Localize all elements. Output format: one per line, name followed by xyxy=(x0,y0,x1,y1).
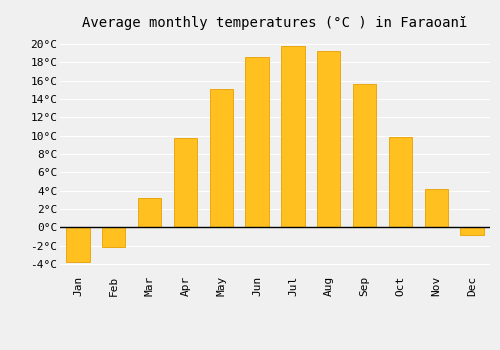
Bar xyxy=(424,189,448,227)
Bar xyxy=(317,50,340,227)
Title: Average monthly temperatures (°C ) in Faraoanĭ: Average monthly temperatures (°C ) in Fa… xyxy=(82,16,468,30)
Bar xyxy=(66,227,90,262)
Bar xyxy=(138,198,161,227)
Bar xyxy=(460,227,483,236)
Bar xyxy=(246,57,268,227)
Bar xyxy=(102,227,126,247)
Bar xyxy=(353,84,376,227)
Bar xyxy=(210,89,233,227)
Bar xyxy=(389,136,412,227)
Bar xyxy=(282,46,304,227)
Bar xyxy=(174,138,197,227)
